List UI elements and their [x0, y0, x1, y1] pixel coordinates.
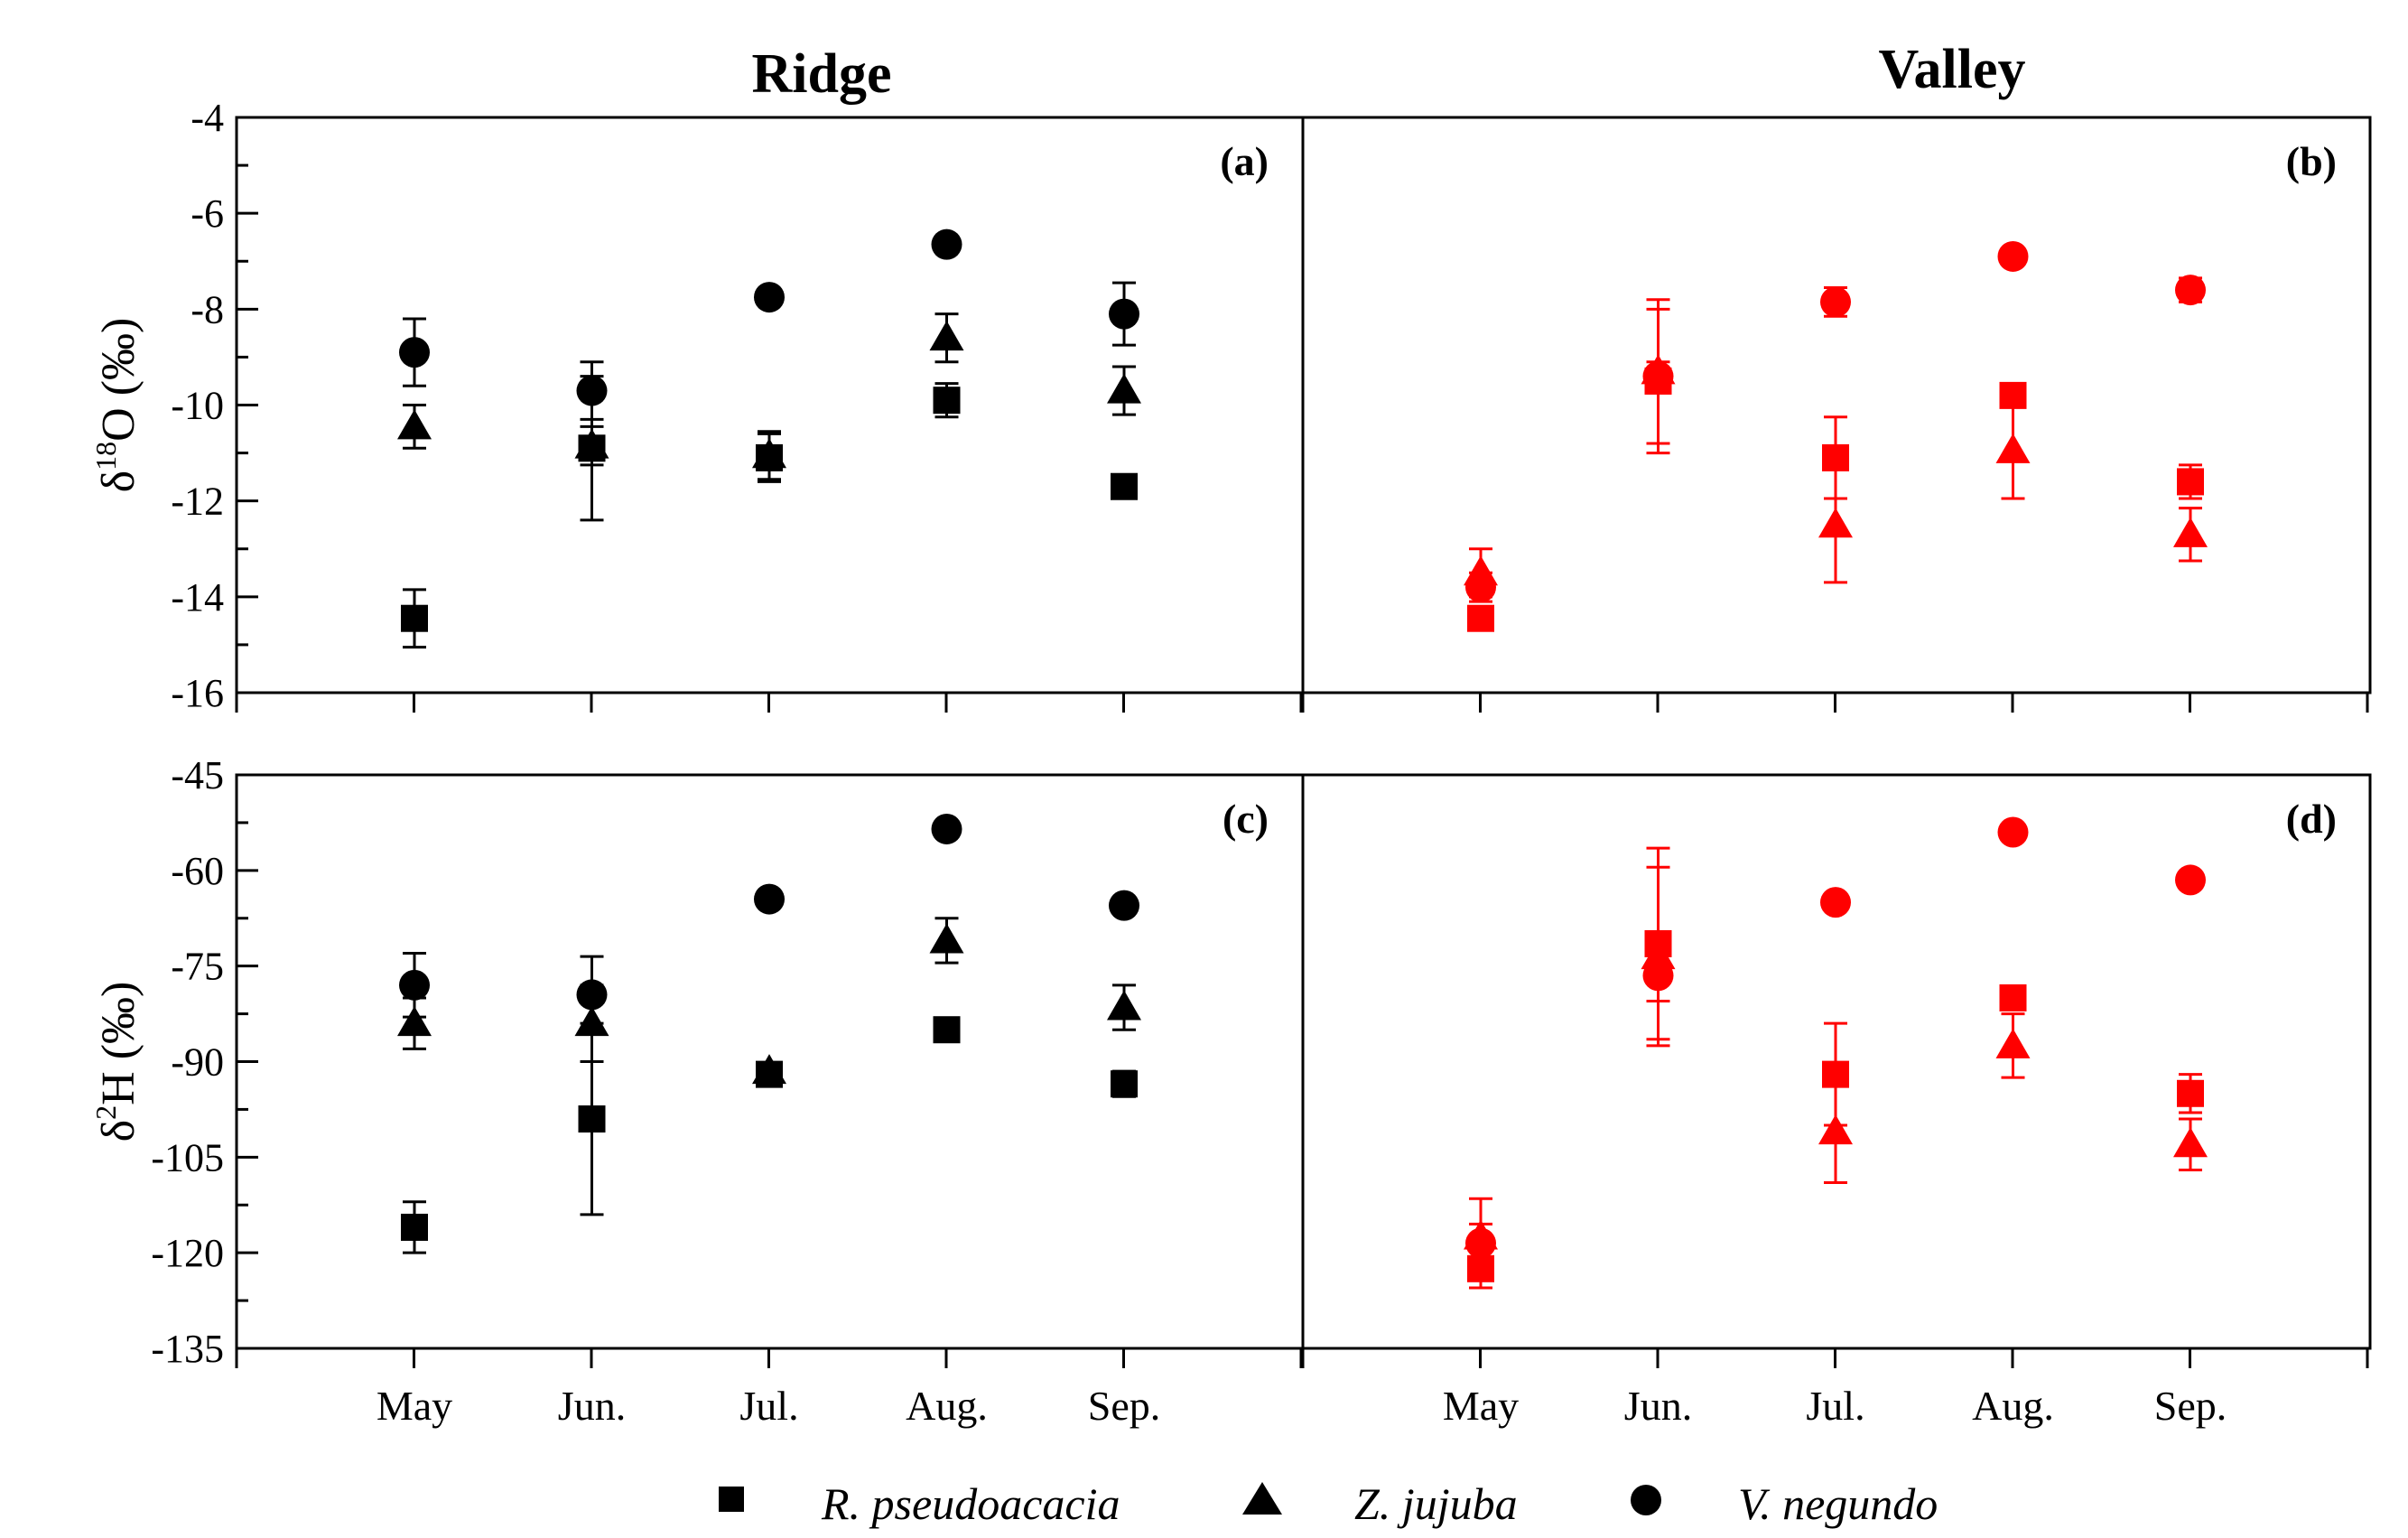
legend-label-z-jujuba: Z. jujuba [1354, 1478, 1518, 1529]
circle-marker [2175, 864, 2206, 896]
x-tick-label: Sep. [1088, 1383, 1161, 1429]
legend-label-r-pseudoacacia: R. pseudoacacia [821, 1478, 1120, 1529]
y-tick-label: -6 [191, 191, 224, 236]
circle-marker [2175, 275, 2206, 306]
panel-b-points [1464, 240, 2208, 632]
circle-marker [1109, 298, 1139, 330]
circle-marker [1820, 286, 1851, 318]
triangle-marker [929, 923, 964, 954]
triangle-marker [752, 1054, 786, 1085]
triangle-marker [2173, 517, 2208, 547]
y-tick-label: -135 [151, 1327, 224, 1371]
square-marker [1999, 983, 2027, 1011]
y-tick-label: -12 [171, 480, 224, 524]
triangle-marker [574, 428, 609, 459]
square-marker [933, 1016, 961, 1044]
legend: R. pseudoacacia Z. jujuba V. negundo [719, 1478, 1938, 1529]
triangle-marker [1995, 433, 2031, 463]
x-tick-label: Aug. [906, 1383, 988, 1429]
circle-marker [1997, 240, 2029, 272]
legend-marker-circle [1631, 1485, 1661, 1515]
circle-marker [576, 375, 608, 406]
x-tick-label: May [1443, 1383, 1519, 1429]
triangle-marker [1818, 1114, 1853, 1145]
panel-d-points [1464, 816, 2208, 1290]
y-tick-label: -105 [151, 1135, 224, 1179]
x-axis: May Jun. Jul. Aug. Sep. May Jun. Jul. Aug. Sep. [235, 693, 2369, 1429]
circle-marker [1642, 960, 1674, 992]
triangle-marker [1107, 990, 1141, 1021]
column-title-valley: Valley [1878, 39, 2025, 100]
y-tick-label: -8 [191, 287, 224, 331]
triangle-marker [752, 438, 786, 469]
x-tick-label: Jul. [739, 1383, 798, 1429]
circle-marker [399, 969, 430, 1001]
panel-label-a: (a) [1220, 138, 1269, 184]
legend-label-v-negundo: V. negundo [1738, 1478, 1938, 1529]
column-title-ridge: Ridge [752, 43, 892, 105]
square-marker [1111, 472, 1138, 500]
y-tick-label: -14 [171, 575, 224, 620]
circle-marker [1465, 572, 1496, 603]
panel-labels: (a) (b) (c) (d) [1220, 138, 2337, 842]
square-marker [933, 387, 961, 415]
y-tick-label: -90 [171, 1040, 224, 1085]
x-tick-label: Jul. [1806, 1383, 1864, 1429]
y-tick-label: -4 [191, 96, 224, 140]
y-tick-label: -120 [151, 1231, 224, 1275]
circle-marker [1109, 890, 1139, 921]
circle-marker [1820, 887, 1851, 918]
circle-marker [931, 228, 962, 260]
legend-marker-square [719, 1487, 744, 1512]
circle-marker [754, 282, 785, 313]
circle-marker [1997, 816, 2029, 848]
x-tick-label: Sep. [2154, 1383, 2227, 1429]
y-tick-label: -45 [171, 753, 224, 797]
x-tick-label: Jun. [558, 1383, 626, 1429]
legend-marker-triangle [1242, 1482, 1282, 1515]
circle-marker [1465, 1227, 1496, 1259]
y-tick-label: -10 [171, 384, 224, 428]
triangle-marker [1818, 508, 1853, 538]
triangle-marker [1107, 373, 1141, 404]
square-marker [401, 1213, 428, 1241]
panel-c-points [397, 813, 1141, 1254]
column-titles: Ridge Valley [752, 39, 2026, 105]
circle-marker [931, 813, 962, 844]
plot-frames [235, 116, 2372, 1350]
circle-marker [1642, 360, 1674, 392]
y-tick-label: -16 [171, 671, 224, 715]
panel-label-b: (b) [2286, 138, 2337, 184]
y-axis-label-row-0: δ18O (‰) [89, 318, 144, 493]
y-tick-label: -75 [171, 945, 224, 989]
panel-label-c: (c) [1223, 796, 1269, 842]
panel-label-d: (d) [2286, 796, 2337, 842]
data-points [397, 228, 2208, 1290]
circle-marker [576, 979, 608, 1011]
y-tick-label: -60 [171, 849, 224, 893]
circle-marker [399, 337, 430, 368]
square-marker [1111, 1070, 1138, 1098]
circle-marker [754, 883, 785, 915]
y-axes: -16 -14 -12 -10 -8 -6 -4 δ18O (‰) -135 -120 -105 -9… [89, 96, 258, 1371]
square-marker [2177, 1079, 2204, 1107]
triangle-marker [397, 1006, 432, 1037]
square-marker [578, 1105, 606, 1133]
triangle-marker [397, 409, 432, 440]
square-marker [401, 604, 428, 632]
y-axis-label-row-1: δ2H (‰) [89, 982, 144, 1142]
x-tick-label: May [377, 1383, 452, 1429]
triangle-marker [2173, 1127, 2208, 1158]
x-tick-label: Jun. [1624, 1383, 1692, 1429]
x-tick-label: Aug. [1972, 1383, 2054, 1429]
triangle-marker [1995, 1028, 2031, 1058]
square-marker [2177, 468, 2204, 496]
panel-a-points [397, 228, 1141, 649]
triangle-marker [929, 321, 964, 351]
square-marker [1467, 604, 1494, 632]
